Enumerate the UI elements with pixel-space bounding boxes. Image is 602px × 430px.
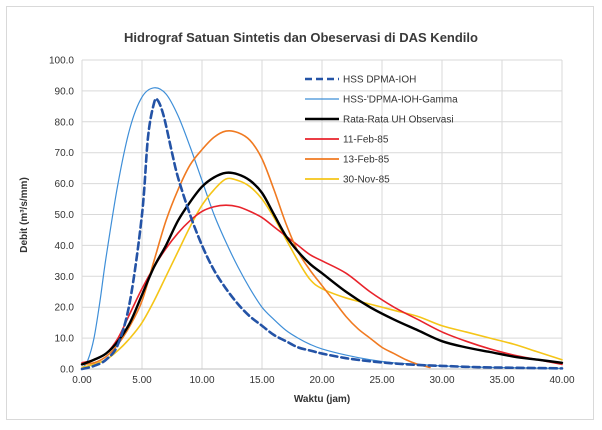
- y-tick-label: 60.0: [55, 179, 75, 190]
- y-tick-label: 10.0: [55, 334, 75, 345]
- y-axis-label: Debit (m³/s/mm): [19, 177, 30, 253]
- chart-title: Hidrograf Satuan Sintetis dan Obeservasi…: [124, 30, 478, 45]
- x-tick-label: 40.00: [549, 375, 574, 386]
- series-line-2: [80, 171, 564, 366]
- series-line-5: [81, 177, 563, 369]
- series-line-0: [80, 97, 564, 371]
- y-tick-label: 70.0: [55, 148, 75, 159]
- series-line-4: [81, 129, 431, 369]
- series-lines: [80, 87, 564, 371]
- x-axis-ticks: 0.00 5.00 10.00 15.00 20.00 25.00 30.00 35.00 40…: [72, 375, 575, 386]
- x-tick-label: 0.00: [72, 375, 92, 386]
- y-tick-label: 40.0: [55, 241, 75, 252]
- x-tick-label: 20.00: [309, 375, 334, 386]
- y-tick-label: 0.0: [60, 365, 74, 376]
- y-tick-label: 30.0: [55, 272, 75, 283]
- legend-label: 13-Feb-85: [343, 155, 390, 166]
- legend-label: HSS DPMA-IOH: [343, 75, 416, 86]
- y-tick-label: 90.0: [55, 86, 75, 97]
- legend-label: 30-Nov-85: [343, 175, 390, 186]
- x-tick-label: 5.00: [132, 375, 152, 386]
- x-axis-label: Waktu (jam): [294, 394, 350, 405]
- y-axis-ticks: 0.0 10.0 20.0 30.0 40.0 50.0 60.0 70.0 80.0 90.0 1…: [49, 56, 74, 376]
- x-tick-label: 30.00: [429, 375, 454, 386]
- legend-label: 11-Feb-85: [343, 135, 389, 146]
- legend: HSS DPMA-IOH HSS-'DPMA-IOH-Gamma Rata-Rata…: [305, 75, 458, 186]
- series-line-3: [81, 204, 563, 366]
- x-tick-label: 35.00: [489, 375, 514, 386]
- y-tick-label: 20.0: [55, 303, 75, 314]
- legend-label: HSS-'DPMA-IOH-Gamma: [343, 95, 458, 106]
- x-tick-label: 15.00: [249, 375, 274, 386]
- series-line-1: [81, 87, 563, 370]
- legend-label: Rata-Rata UH Observasi: [343, 115, 454, 126]
- y-tick-label: 50.0: [55, 210, 75, 221]
- x-tick-label: 10.00: [189, 375, 214, 386]
- y-tick-label: 100.0: [49, 56, 74, 67]
- x-tick-label: 25.00: [369, 375, 394, 386]
- y-tick-label: 80.0: [55, 117, 75, 128]
